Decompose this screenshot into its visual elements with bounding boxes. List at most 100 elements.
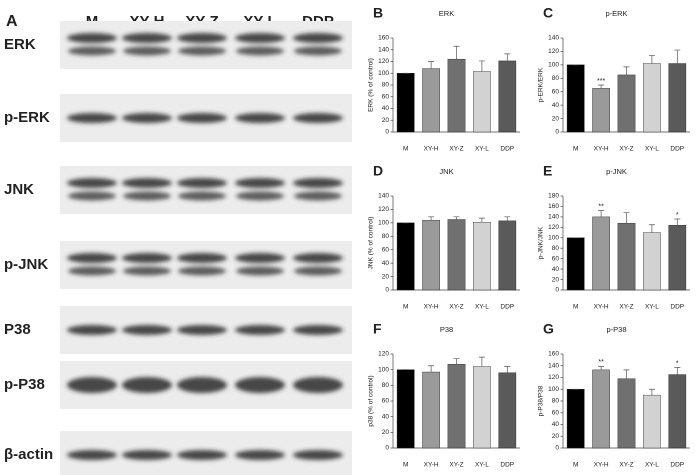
y-tick-label: 120 <box>548 374 559 381</box>
bar <box>396 222 415 291</box>
x-tick-label: DDP <box>500 462 514 469</box>
bar <box>668 63 687 133</box>
x-tick-label: XY-L <box>645 304 659 311</box>
y-tick-label: 60 <box>552 255 560 262</box>
band <box>122 450 172 460</box>
error-bar <box>623 66 630 75</box>
chart-title: p-JNK <box>606 167 627 176</box>
bar <box>422 68 440 133</box>
y-tick-label: 0 <box>555 445 559 452</box>
y-tick-label: 100 <box>548 386 559 393</box>
error-bar <box>648 388 655 396</box>
band <box>177 450 227 460</box>
bar <box>447 219 466 291</box>
panel-label: F <box>373 321 382 337</box>
band <box>177 377 227 393</box>
protein-label: P38 <box>4 321 31 338</box>
x-tick-label: XY-H <box>424 146 439 153</box>
y-tick-label: 100 <box>548 234 559 241</box>
error-bar <box>674 218 681 226</box>
y-tick-label: 120 <box>378 58 389 65</box>
band <box>293 33 343 43</box>
y-axis-label: p-JNK/JNK <box>538 226 545 259</box>
band <box>68 46 116 56</box>
band <box>68 191 116 201</box>
band <box>177 33 227 43</box>
x-tick-label: M <box>403 304 408 311</box>
band <box>235 33 285 43</box>
y-axis-label: JNK (% of control) <box>368 217 375 270</box>
y-axis-label: ERK (% of control) <box>368 58 375 112</box>
x-tick-label: XY-Z <box>619 304 633 311</box>
bar <box>668 225 687 291</box>
y-tick-label: 120 <box>378 351 389 358</box>
protein-label: ERK <box>4 36 36 53</box>
bar <box>498 60 517 133</box>
band <box>235 325 285 335</box>
y-tick-label: 180 <box>548 193 559 200</box>
protein-label: β-actin <box>4 446 53 463</box>
y-tick-label: 100 <box>378 366 389 373</box>
y-tick-label: 0 <box>385 445 389 452</box>
band <box>294 266 342 276</box>
band <box>123 191 171 201</box>
significance-mark: ** <box>598 359 604 366</box>
x-tick-label: M <box>573 462 578 469</box>
error-bar <box>478 60 485 72</box>
y-tick-label: 140 <box>548 362 559 369</box>
significance-mark: * <box>676 360 679 367</box>
y-tick-label: 40 <box>382 105 390 112</box>
error-bar <box>598 365 605 370</box>
bar <box>447 58 466 133</box>
blot-bands <box>67 178 343 201</box>
x-tick-label: M <box>403 146 408 153</box>
y-tick-label: 20 <box>382 429 390 436</box>
bar <box>498 220 517 291</box>
y-tick-label: 20 <box>552 276 560 283</box>
error-bar <box>504 53 511 61</box>
bar <box>592 369 610 449</box>
error-bar <box>478 217 485 223</box>
bar <box>617 378 636 449</box>
bar <box>566 389 585 449</box>
x-tick-label: XY-Z <box>619 462 633 469</box>
band <box>122 253 172 263</box>
y-axis-label: p-P38/P38 <box>538 385 545 416</box>
bar <box>617 222 636 291</box>
x-tick-label: M <box>573 304 578 311</box>
y-tick-label: 80 <box>552 245 560 252</box>
blot-bands <box>67 450 343 460</box>
bar <box>422 371 440 449</box>
band <box>122 113 172 123</box>
band <box>294 191 342 201</box>
panel-label: G <box>543 321 554 337</box>
x-tick-label: DDP <box>670 146 684 153</box>
protein-label: p-P38 <box>4 376 45 393</box>
band <box>236 266 284 276</box>
blot-bands <box>67 325 343 335</box>
band <box>236 46 284 56</box>
error-bar <box>598 84 605 89</box>
protein-label: JNK <box>4 181 34 198</box>
x-tick-label: XY-Z <box>449 304 463 311</box>
bar <box>566 64 585 133</box>
band <box>293 178 343 188</box>
bar <box>592 216 610 291</box>
band <box>67 377 117 393</box>
band <box>68 266 116 276</box>
blot-bands <box>67 33 343 56</box>
y-axis-label: p38 (% of control) <box>368 375 375 426</box>
blot-background <box>60 241 352 289</box>
x-tick-label: M <box>573 146 578 153</box>
y-tick-label: 40 <box>382 413 390 420</box>
band <box>235 178 285 188</box>
band <box>293 450 343 460</box>
y-tick-label: 0 <box>385 129 389 136</box>
y-tick-label: 40 <box>382 260 390 267</box>
chart-title: JNK <box>439 167 453 176</box>
y-tick-label: 60 <box>382 93 390 100</box>
chart-title: P38 <box>440 325 453 334</box>
band <box>67 178 117 188</box>
band <box>178 266 226 276</box>
